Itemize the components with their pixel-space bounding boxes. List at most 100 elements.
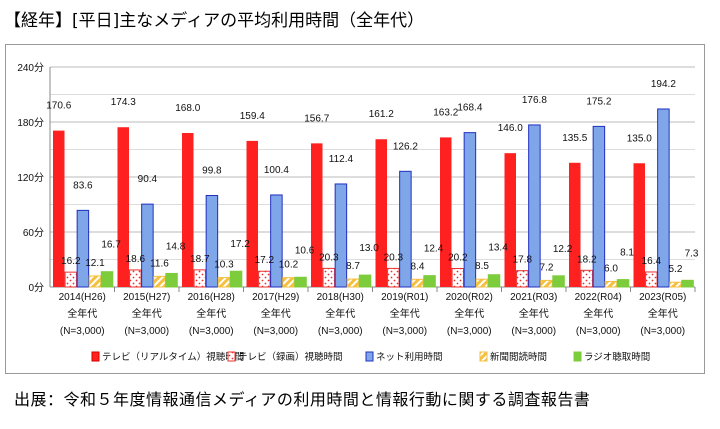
radio-bar (165, 272, 178, 288)
data-label: 156.7 (304, 113, 329, 124)
data-label: 135.0 (627, 133, 652, 144)
radio-bar (294, 276, 307, 288)
legend-label: テレビ（リアルタイム）視聴時間 (102, 351, 244, 363)
data-label: 20.3 (319, 252, 339, 263)
newspaper-bar (411, 278, 424, 288)
internet-bar (205, 195, 219, 288)
radio-bar (100, 271, 114, 288)
data-label: 99.8 (202, 166, 222, 177)
data-label: 8.5 (475, 261, 489, 272)
data-label: 14.8 (166, 241, 186, 252)
data-label: 175.2 (586, 96, 611, 107)
x-tick-label: 2016(H28) (188, 292, 235, 303)
data-label: 20.2 (448, 252, 468, 263)
x-tick-sample: (N=3,000) (640, 326, 685, 337)
tv-realtime-bar (375, 139, 387, 287)
internet-bar (528, 124, 541, 288)
data-label: 11.6 (150, 258, 169, 269)
x-tick-sample: (N=3,000) (253, 326, 298, 337)
tv-recorded-bar (580, 269, 594, 288)
page-title: 【経年】[平日]主なメディアの平均利用時間（全年代） (4, 11, 425, 31)
data-label: 8.1 (620, 248, 634, 259)
legend-swatch (91, 351, 100, 362)
x-tick-sublabel: 全年代 (454, 307, 484, 320)
newspaper-bar (88, 275, 102, 288)
data-label: 7.3 (685, 248, 699, 259)
tv-realtime-bar (440, 137, 452, 287)
x-tick-sample: (N=3,000) (60, 326, 105, 337)
newspaper-bar (604, 281, 618, 288)
data-label: 18.2 (577, 254, 597, 265)
x-tick-label: 2019(R01) (381, 292, 428, 303)
data-label: 159.4 (240, 111, 265, 122)
tv-realtime-bar (504, 153, 516, 287)
data-label: 170.6 (46, 101, 71, 112)
tv-recorded-bar (64, 271, 78, 288)
x-tick-sample: (N=3,000) (447, 326, 492, 337)
x-tick-sublabel: 全年代 (390, 307, 420, 320)
data-label: 13.0 (359, 243, 379, 254)
newspaper-bar (540, 279, 553, 288)
data-label: 194.2 (651, 79, 676, 90)
data-label: 112.4 (329, 154, 354, 165)
x-tick-sample: (N=3,000) (124, 326, 169, 337)
tv-realtime-bar (117, 127, 129, 287)
x-tick-label: 2021(R03) (510, 292, 557, 303)
tv-recorded-bar (451, 267, 465, 288)
internet-bar (399, 170, 412, 288)
legend-label: テレビ（録画）視聴時間 (238, 351, 343, 363)
x-tick-sublabel: 全年代 (132, 307, 162, 320)
tv-realtime-bar (53, 130, 65, 287)
chart-frame (5, 44, 705, 374)
data-label: 161.2 (369, 109, 394, 120)
internet-bar (657, 108, 670, 288)
data-label: 174.3 (111, 97, 136, 108)
tv-recorded-bar (193, 269, 207, 288)
tv-recorded-bar (516, 270, 529, 288)
data-label: 12.1 (85, 258, 105, 269)
data-label: 6.0 (604, 264, 618, 275)
x-tick-sample: (N=3,000) (576, 326, 621, 337)
legend-swatch (573, 351, 582, 362)
data-label: 8.7 (346, 261, 360, 272)
x-tick-sublabel: 全年代 (519, 307, 549, 320)
data-label: 7.2 (540, 262, 554, 273)
radio-bar (423, 275, 436, 288)
x-tick-sample: (N=3,000) (511, 326, 556, 337)
tv-realtime-bar (569, 162, 581, 287)
newspaper-bar (153, 275, 166, 288)
internet-bar (334, 183, 348, 288)
data-label: 168.0 (175, 103, 200, 114)
legend-swatch (365, 351, 374, 362)
data-label: 146.0 (498, 123, 523, 134)
data-label: 16.2 (61, 256, 81, 267)
internet-bar (463, 132, 477, 288)
tv-realtime-bar (633, 163, 645, 287)
data-label: 100.4 (264, 165, 289, 176)
x-tick-sublabel: 全年代 (583, 307, 613, 320)
radio-bar (552, 275, 565, 288)
radio-bar (358, 274, 372, 288)
legend-swatch (479, 351, 488, 362)
data-label: 5.2 (669, 264, 683, 275)
tv-recorded-bar (258, 270, 271, 288)
legend-label: 新聞閲読時間 (490, 351, 547, 363)
tv-realtime-bar (182, 133, 194, 287)
source-footer: 出展：令和５年度情報通信メディアの利用時間と情報行動に関する調査報告書 (14, 390, 591, 409)
data-label: 176.8 (522, 95, 547, 106)
data-label: 10.6 (295, 245, 315, 256)
x-tick-sample: (N=3,000) (382, 326, 427, 337)
internet-bar (270, 194, 283, 288)
bar-chart: 0分 60分 120分 180分 240分 170.6 16.2 83.6 12.1 16.7 20… (17, 62, 699, 363)
x-tick-sublabel: 全年代 (648, 307, 678, 320)
x-tick-label: 2022(R04) (575, 292, 622, 303)
data-label: 13.4 (488, 243, 508, 254)
newspaper-bar (475, 278, 489, 288)
y-tick-label: 180分 (17, 117, 44, 129)
internet-bar (76, 209, 90, 288)
data-label: 126.2 (393, 141, 418, 152)
data-label: 18.7 (190, 254, 210, 265)
radio-bar (229, 270, 243, 288)
radio-bar (681, 279, 694, 288)
internet-bar (592, 125, 606, 288)
